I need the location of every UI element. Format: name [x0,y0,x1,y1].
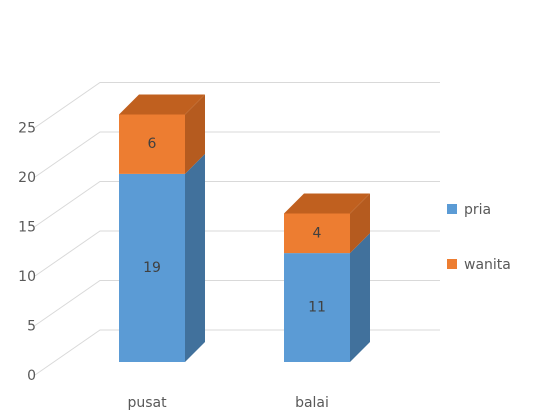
legend-label: wanita [464,257,511,273]
gridline [34,230,440,277]
bar-segment-pria-balai: 11 [284,233,370,362]
gridlines [34,82,440,376]
bar-top [284,193,370,214]
bar-front [284,253,350,362]
bar-segment-wanita-balai: 4 [284,193,370,254]
bar-front [119,114,185,174]
bar-top [119,94,205,115]
legend-swatch [447,204,457,214]
bar-segment-wanita-pusat: 6 [119,94,205,174]
data-label: 11 [308,300,326,316]
legend-item-wanita: wanita [447,257,511,273]
y-tick-label: 10 [18,269,36,285]
gridline [34,82,440,128]
data-label: 19 [143,260,161,276]
x-category-label: pusat [127,395,167,411]
y-tick-label: 0 [27,368,36,384]
gridline [34,131,440,178]
bar-side [185,94,205,174]
y-tick-label: 20 [18,170,36,186]
legend: pria wanita [447,202,511,273]
gridline [34,280,440,326]
y-axis: 0 5 10 15 20 25 [18,121,36,385]
legend-label: pria [464,202,491,218]
y-tick-label: 15 [18,220,36,236]
bar-front [119,173,185,362]
bar-front [284,213,350,254]
legend-item-pria: pria [447,202,491,218]
bar-side [185,153,205,362]
x-axis: pusat balai [127,395,328,411]
data-label: 4 [313,225,322,241]
bar-side [350,193,370,254]
bars: 19 6 11 4 [119,94,370,362]
gridline [34,329,440,376]
gridline [34,181,440,227]
y-tick-label: 25 [18,121,36,137]
y-tick-label: 5 [27,319,36,335]
bar-segment-pria-pusat: 19 [119,153,205,362]
data-label: 6 [148,136,157,152]
x-category-label: balai [295,395,329,411]
bar-side [350,233,370,362]
legend-swatch [447,259,457,269]
